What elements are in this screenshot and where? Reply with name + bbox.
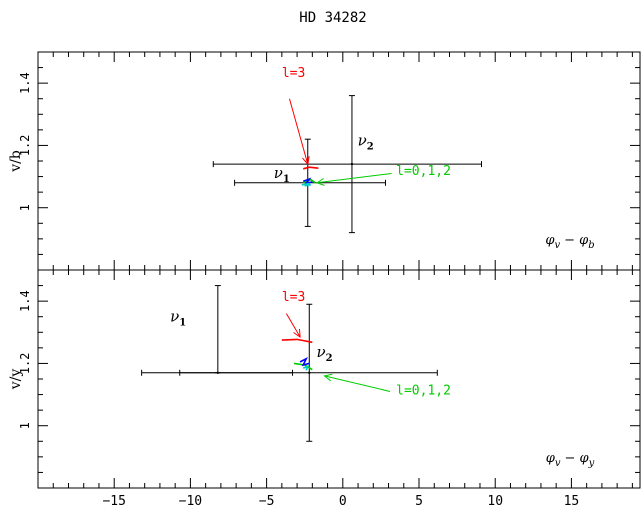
annotation-arrow (316, 172, 392, 184)
phi-subscript: y (588, 458, 595, 469)
nu-subscript: 1 (179, 317, 186, 328)
degree-annotation: l=3 (282, 290, 305, 305)
nu-symbol: ν (316, 343, 325, 361)
degree-annotation: l=0,1,2 (396, 384, 451, 399)
degree-annotation: l=3 (282, 66, 305, 81)
model-track (302, 365, 310, 371)
x-tick-label: −5 (259, 494, 275, 509)
minus-sign: − (565, 451, 576, 466)
arrow-head (315, 178, 325, 186)
x-tick-label: 15 (564, 494, 580, 509)
phase-difference-label: φv − φy (546, 451, 595, 469)
arrow-head (323, 373, 333, 382)
model-track (302, 178, 316, 184)
x-tick-label: 10 (487, 494, 503, 509)
nu-subscript: 2 (367, 141, 374, 152)
chart-title: HD 34282 (299, 10, 366, 26)
degree-annotation: l=0,1,2 (396, 164, 451, 179)
phi-symbol: φ (546, 451, 556, 466)
phi-symbol: φ (545, 233, 555, 248)
nu-subscript: 1 (283, 174, 290, 185)
y-tick-label: 1 (18, 204, 32, 211)
model-track (299, 357, 310, 367)
arrow-head (302, 156, 310, 166)
nu-symbol: ν (358, 131, 367, 149)
y-tick-label: 1.4 (18, 72, 32, 94)
phase-difference-label: φv − φb (545, 233, 594, 251)
nu-symbol: ν (170, 307, 179, 325)
data-point (350, 162, 354, 166)
annotation-arrow (324, 375, 391, 392)
frequency-label: ν2 (358, 131, 374, 152)
annotation-arrow (285, 313, 301, 338)
y-tick-label: 1.2 (18, 353, 32, 375)
model-track (281, 338, 313, 344)
model-track (301, 182, 311, 187)
x-tick-label: 0 (339, 494, 347, 509)
y-axis-label: v/b (8, 150, 24, 173)
annotation-arrow (288, 98, 309, 165)
x-tick-label: −10 (179, 494, 202, 509)
y-tick-label: 1 (18, 422, 32, 429)
nu-subscript: 2 (326, 353, 333, 364)
x-tick-label: 5 (415, 494, 423, 509)
phi-subscript: b (588, 240, 594, 251)
y-axis-label: v/y (8, 369, 24, 391)
frequency-label: ν2 (316, 343, 332, 364)
phi-symbol: φ (579, 233, 589, 248)
y-tick-label: 1.2 (18, 135, 32, 157)
model-track (302, 166, 319, 170)
model-track (302, 177, 313, 185)
phi-subscript: v (555, 458, 561, 469)
phi-subscript: v (555, 240, 561, 251)
frequency-label: ν1 (170, 307, 186, 328)
nu-symbol: ν (274, 164, 283, 182)
arrow-head (293, 328, 301, 338)
y-tick-label: 1.4 (18, 290, 32, 312)
minus-sign: − (564, 233, 575, 248)
x-tick-label: −15 (102, 494, 125, 509)
frequency-label: ν1 (274, 164, 290, 185)
data-point (308, 371, 311, 374)
phi-symbol: φ (579, 451, 589, 466)
